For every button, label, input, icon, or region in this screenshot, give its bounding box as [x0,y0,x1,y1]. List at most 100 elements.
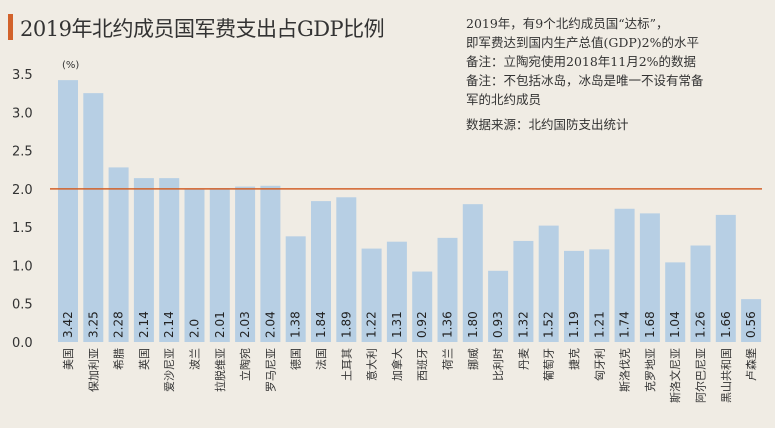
category-label: 加拿大 [390,348,404,381]
bar-value-label: 2.14 [162,311,176,338]
bar [462,204,483,342]
bar-value-label: 1.21 [592,311,606,338]
bar-value-label: 0.92 [415,311,429,338]
bar-value-label: 1.52 [542,311,556,338]
bar-value-label: 1.38 [289,311,303,338]
category-label: 法国 [314,348,328,370]
bar [715,214,736,342]
bar [614,208,635,342]
bar-value-label: 1.80 [466,311,480,338]
bar [159,178,180,342]
bar [260,185,281,342]
bar-value-label: 0.56 [744,311,758,338]
y-tick-label: 0.0 [12,336,33,351]
category-label: 捷克 [567,348,581,370]
bar [589,249,610,342]
note-line-2: 即军费达到国内生产总值(GDP)2%的水平 [466,35,700,50]
bar-value-label: 1.31 [390,311,404,338]
category-label: 德国 [289,348,303,370]
y-axis: 0.0 0.5 1.0 1.5 2.0 2.5 3.0 3.5 [12,68,33,351]
note-line-5: 军的北约成员 [466,92,542,107]
category-label: 挪威 [466,348,480,370]
category-label: 希腊 [112,348,126,370]
bar-value-label: 0.93 [491,311,505,338]
bar-value-label: 1.68 [643,311,657,338]
category-label: 意大利 [365,348,379,381]
category-label: 阿尔巴尼亚 [695,348,708,403]
bar [235,186,256,342]
bar-value-label: 2.04 [263,311,277,338]
category-label: 斯洛文尼亚 [668,348,682,403]
y-tick-label: 2.5 [12,145,33,160]
category-label: 英国 [137,348,151,370]
bar-value-label: 2.0 [188,319,202,338]
category-label: 西班牙 [416,348,429,381]
bar [336,197,357,342]
bar [513,240,534,342]
bar-value-label: 1.04 [668,311,682,338]
bar [83,93,104,343]
bar [361,248,382,342]
bar-value-label: 3.25 [86,311,100,338]
bar [285,236,306,342]
bar-value-label: 1.74 [618,311,632,338]
y-axis-unit: (%) [62,60,79,71]
title-accent-bar [8,14,13,40]
category-label: 波兰 [189,348,202,370]
bar-value-label: 2.28 [112,311,126,338]
bar-value-label: 2.03 [238,311,252,338]
category-label: 美国 [62,348,75,370]
bar-value-label: 1.89 [339,311,353,338]
category-label: 丹麦 [517,348,530,370]
note-line-3: 备注：立陶宛使用2018年11月2%的数据 [466,54,697,69]
bar-value-label: 1.26 [694,311,708,338]
bar [488,270,509,342]
y-tick-label: 3.0 [12,106,33,121]
bar-value-label: 1.84 [314,311,328,338]
bar [564,250,584,342]
bar [184,188,205,342]
y-tick-label: 1.0 [12,259,33,274]
category-label: 罗马尼亚 [264,348,277,392]
bar [437,237,458,342]
notes-panel: 2019年，有9个北约成员国“达标”， 即军费达到国内生产总值(GDP)2%的水… [466,14,766,134]
category-label: 保加利亚 [86,348,100,392]
data-source: 数据来源：北约国防支出统计 [466,117,629,132]
bar [741,299,762,342]
category-label: 荷兰 [442,348,455,370]
bar [412,271,433,342]
category-label: 立陶宛 [238,348,252,381]
bar [108,167,129,342]
y-tick-label: 0.5 [12,298,33,313]
y-tick-label: 3.5 [12,68,33,83]
bar [690,245,711,342]
chart-title: 2019年北约成员国军费支出占GDP比例 [20,17,385,41]
bar [386,241,407,342]
y-tick-label: 2.0 [12,183,33,198]
bar-value-label: 1.36 [441,311,455,338]
bar [665,262,686,342]
category-label: 匈牙利 [592,348,606,381]
category-label: 爱沙尼亚 [163,348,176,392]
bar-value-label: 1.32 [516,311,530,338]
note-line-4: 备注：不包括冰岛，冰岛是唯一不设有常备 [466,73,704,88]
note-line-1: 2019年，有9个北约成员国“达标”， [466,16,669,31]
bar-value-label: 1.19 [567,311,581,338]
category-label: 比利时 [492,348,505,381]
category-labels: 美国 保加利亚 希腊 英国 爱沙尼亚 波兰 拉脱维亚 立陶宛 罗马尼亚 德国 法国 土耳其 意大利 加拿大… [62,348,758,403]
bar [538,225,559,342]
bar [209,188,230,342]
bar [311,201,331,342]
bars: 3.42 3.25 2.28 2.14 2.14 2.0 2.01 2.03 2.04 1.38 1… [58,80,762,343]
bar-value-label: 1.66 [719,311,733,338]
category-label: 卢森堡 [744,348,758,381]
bar-value-label: 1.22 [365,311,379,338]
bar-value-label: 2.14 [137,311,151,338]
category-label: 葡萄牙 [543,348,556,381]
category-label: 黑山共和国 [720,348,733,403]
bar [639,213,660,342]
bar [133,178,154,342]
bar-value-label: 2.01 [213,311,227,338]
category-label: 拉脱维亚 [213,348,227,392]
category-label: 土耳其 [340,348,353,381]
